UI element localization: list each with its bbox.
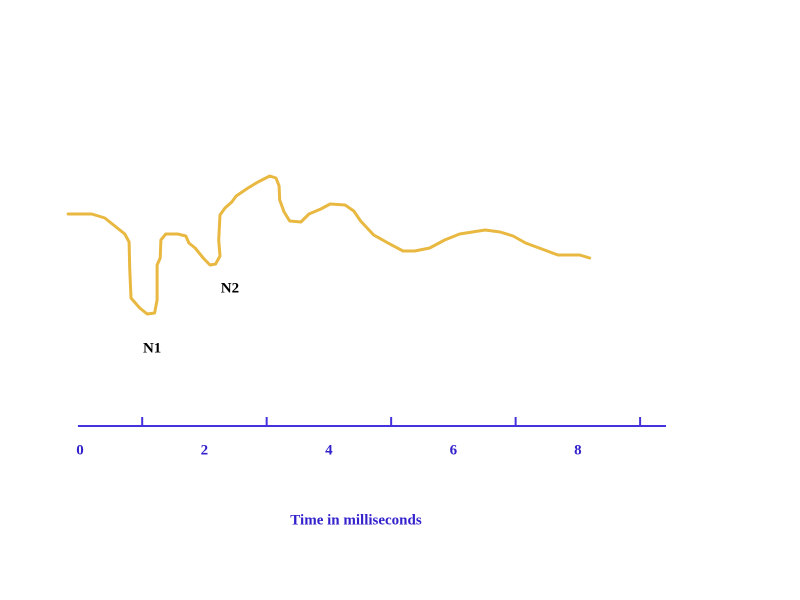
waveform-line [66,174,592,316]
annotation: N1 [143,340,161,356]
x-tick-label: 4 [325,442,333,458]
x-tick-label: 2 [201,442,209,458]
x-tick-label: 6 [450,442,458,458]
annotation: N2 [221,280,239,296]
x-axis-label: Time in milliseconds [290,512,422,528]
x-tick-label: 0 [76,442,84,458]
x-tick-label: 8 [574,442,582,458]
